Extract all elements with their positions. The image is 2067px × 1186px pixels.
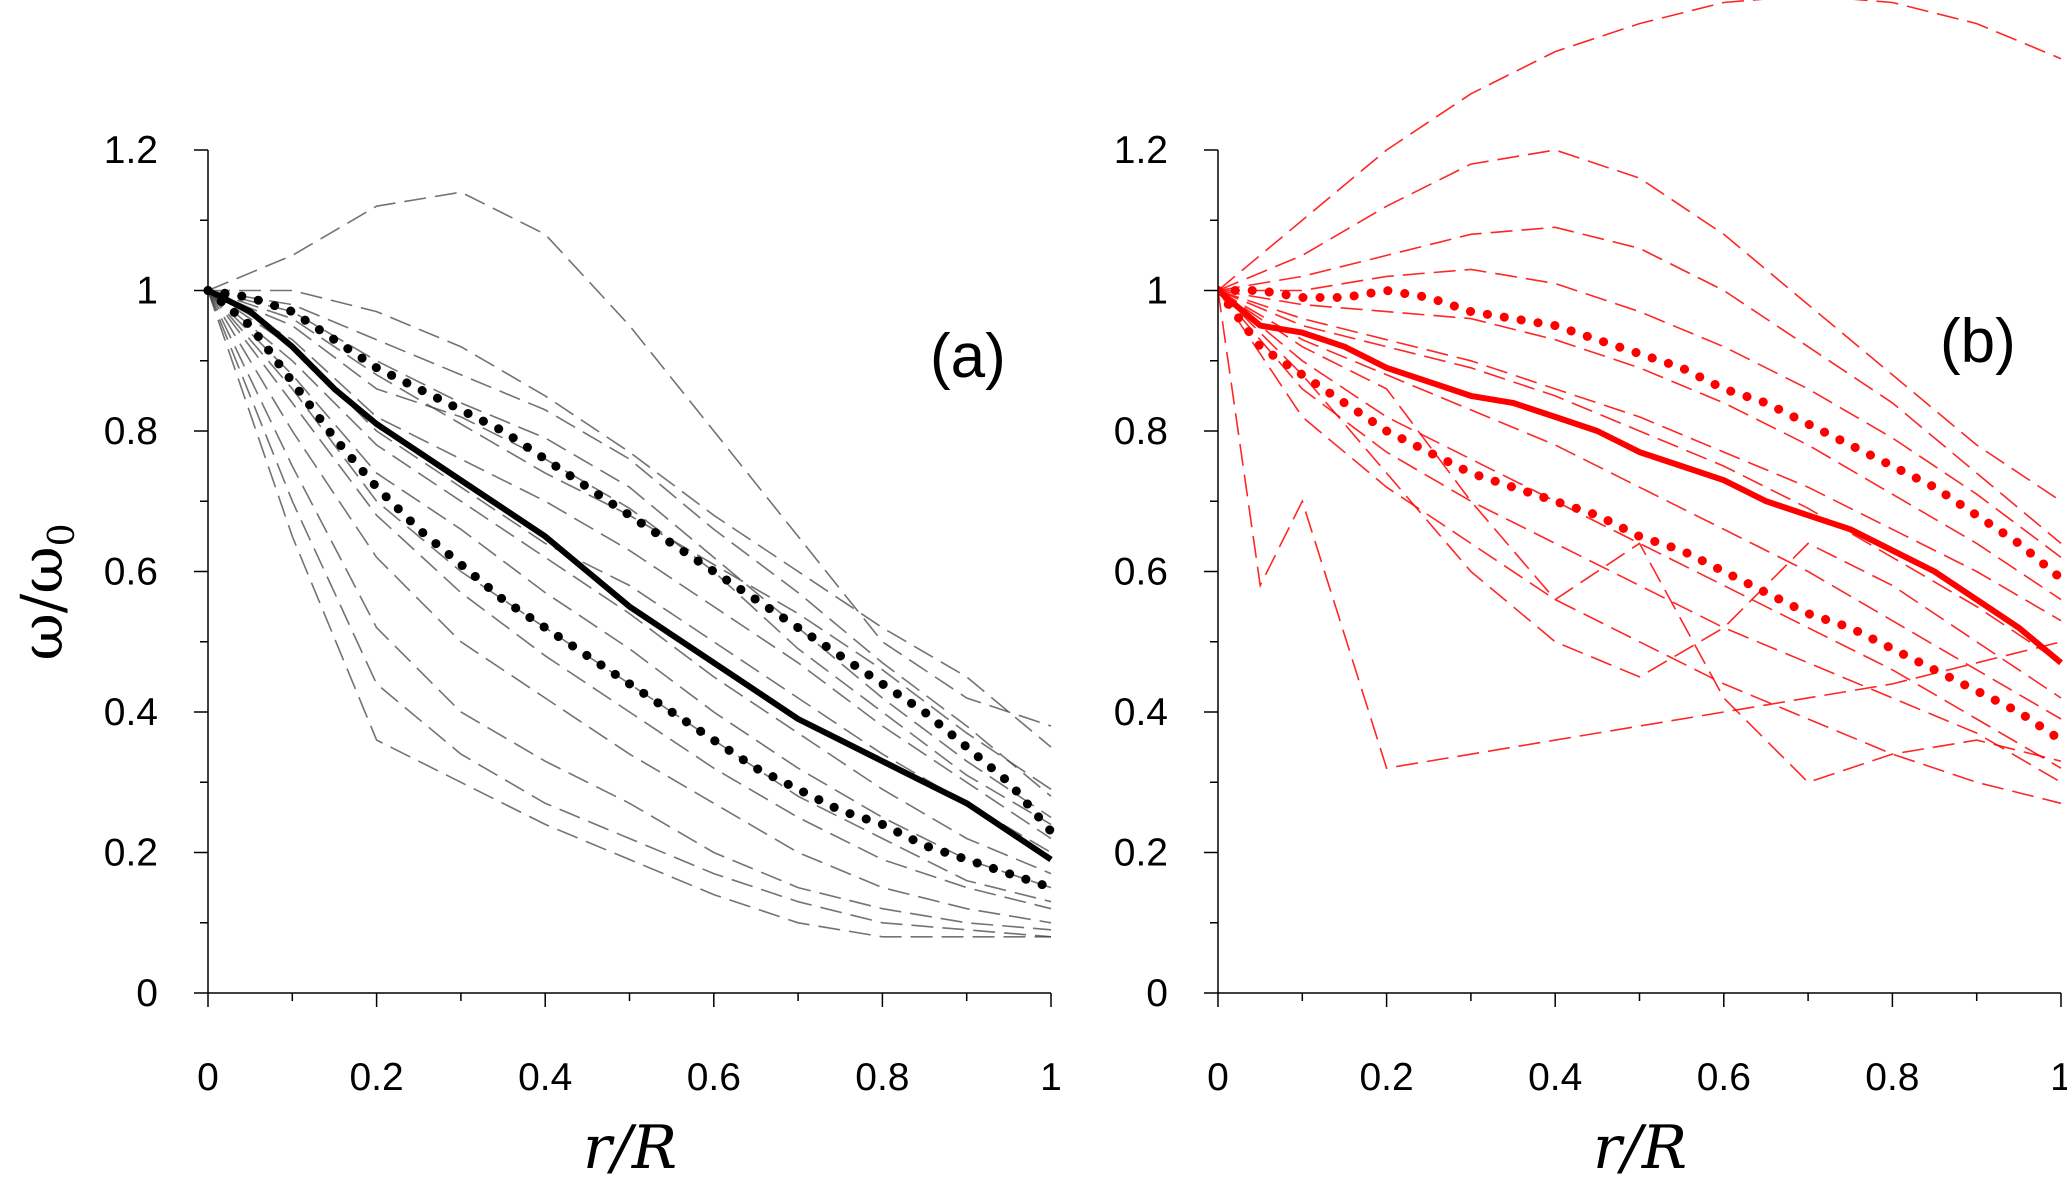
x-axis-title-b: r/R	[1593, 1113, 1687, 1183]
trial-curve-14	[1218, 289, 2062, 622]
mean-curve	[206, 287, 1053, 862]
y-tick-label: 0.6	[1114, 551, 1168, 594]
panel-label-b: (b)	[1940, 307, 2016, 376]
y-axis-title-subscript: 0	[42, 523, 83, 546]
x-tick-label: 0	[1207, 1056, 1229, 1099]
y-tick-label: 0.6	[104, 551, 158, 594]
y-tick-label: 0	[136, 972, 158, 1015]
trial-curve-7	[1218, 289, 2062, 720]
trial-curve-8	[208, 289, 1052, 889]
lower-bound-curve	[203, 286, 1056, 893]
x-tick-label: 0.4	[518, 1056, 572, 1099]
trial-curves-group	[208, 191, 1052, 938]
y-tick-label: 1.2	[104, 129, 158, 172]
trial-curve-9	[1218, 289, 2062, 783]
x-tick-label: 1	[1040, 1056, 1062, 1099]
x-tick-label: 0.2	[349, 1056, 403, 1099]
y-tick-label: 0.4	[1114, 691, 1168, 734]
x-tick-label: 0.8	[855, 1056, 909, 1099]
y-tick-label: 0.2	[1114, 832, 1168, 875]
trial-curve-1	[1218, 0, 2062, 292]
trial-curve-4	[208, 289, 1052, 819]
trial-curve-13	[208, 290, 1052, 938]
panel-a: 00.20.40.60.811.20 0.2 0.4 0.6 0.8 1 (a) ω/ω0…	[8, 129, 1062, 1183]
trial-curve-6	[1218, 289, 2062, 664]
mean-curve-group	[1218, 288, 2063, 666]
y-tick-label: 1	[1146, 270, 1168, 313]
trial-curve-1	[208, 191, 1052, 727]
trial-curve-11	[1218, 290, 2062, 770]
trial-curve-3	[1218, 226, 2062, 545]
y-tick-label: 0.8	[104, 410, 158, 453]
trial-curve-13	[1218, 289, 2062, 784]
lower-bound-curve	[1218, 286, 2066, 745]
ticks-group: 0 0.2 0.4 0.6 0.8 1 1.2 0 0.2 0.4 0.6 0.8 1	[104, 129, 1062, 1099]
x-tick-label: 0.8	[1865, 1056, 1919, 1099]
trial-curve-10	[208, 290, 1052, 910]
trial-curve-11	[208, 290, 1052, 924]
trial-curve-2	[208, 289, 1052, 748]
x-tick-label: 0.6	[1697, 1056, 1751, 1099]
x-tick-label: 0.2	[1359, 1056, 1413, 1099]
panel-b: 0 0.2 0.4 0.6 0.8 1 1.2 0 0.2 0.4 0.6 0.8 1 (b) r/R	[1114, 0, 2067, 1183]
x-tick-label: 0.4	[1528, 1056, 1582, 1099]
axes-group	[207, 150, 1051, 994]
trial-curve-2	[1218, 149, 2062, 502]
trial-curve-8	[1218, 289, 2062, 769]
mean-curve	[1218, 288, 2063, 666]
y-tick-label: 1.2	[1114, 129, 1168, 172]
panel-label-a: (a)	[930, 322, 1006, 391]
trial-curve-3	[208, 289, 1052, 797]
y-tick-label: 0.4	[104, 691, 158, 734]
bound-curves-group	[203, 286, 1056, 893]
y-tick-label: 0.2	[104, 832, 158, 875]
trial-curve-5	[208, 289, 1052, 826]
trial-curve-5	[1218, 289, 2062, 601]
upper-bound-curve	[203, 286, 1056, 836]
y-tick-label: 0.8	[1114, 410, 1168, 453]
mean-curve-group	[206, 287, 1053, 862]
y-axis-title: ω/ω0	[8, 523, 83, 660]
trial-curve-4	[1218, 268, 2062, 559]
trial-curve-10	[1218, 290, 2062, 805]
x-tick-label: 0.6	[687, 1056, 741, 1099]
trial-curve-14	[208, 290, 1051, 938]
upper-bound-curve	[1218, 285, 2066, 583]
trial-curve-16	[208, 289, 1052, 854]
bound-curves-group	[1218, 285, 2066, 745]
trial-curve-7	[208, 289, 1052, 875]
ticks-group: 0 0.2 0.4 0.6 0.8 1 1.2 0 0.2 0.4 0.6 0.8 1	[1114, 129, 2067, 1099]
x-tick-label: 0	[197, 1056, 219, 1099]
trial-curve-6	[208, 289, 1052, 840]
x-axis-title-a: r/R	[583, 1113, 677, 1183]
trial-curve-12	[208, 290, 1052, 931]
y-axis-title-main: ω/ω	[8, 546, 76, 660]
x-tick-label: 1	[2050, 1056, 2067, 1099]
trial-curve-9	[208, 289, 1052, 903]
y-tick-label: 0	[1146, 972, 1168, 1015]
y-tick-label: 1	[136, 270, 158, 313]
trial-curves-group	[1218, 0, 2062, 805]
trial-curve-12	[1218, 289, 2062, 699]
